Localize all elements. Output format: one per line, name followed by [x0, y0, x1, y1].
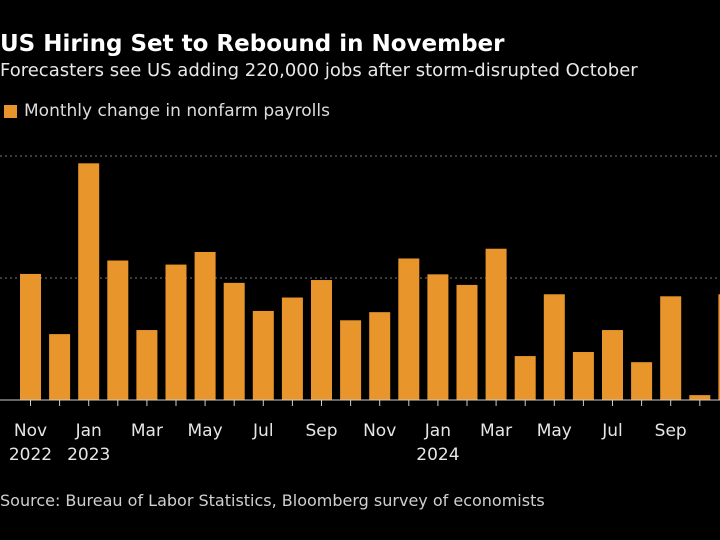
bar	[20, 273, 41, 400]
bar	[252, 310, 274, 400]
bar	[340, 320, 362, 400]
bar	[136, 330, 158, 400]
bar	[281, 297, 303, 400]
x-tick-label: Mar	[131, 421, 163, 441]
x-tick-label: Sep	[305, 421, 337, 441]
x-tick-label: May	[188, 421, 223, 441]
bar	[718, 294, 720, 400]
x-tick-label: Jan	[75, 421, 102, 441]
source-note: Source: Bureau of Labor Statistics, Bloo…	[0, 491, 545, 510]
bar	[631, 362, 653, 400]
chart-title: US Hiring Set to Rebound in November	[0, 31, 505, 57]
bar	[107, 260, 129, 400]
x-tick-label: Jul	[252, 421, 274, 441]
legend-label: Monthly change in nonfarm payrolls	[24, 101, 330, 121]
chart-subtitle: Forecasters see US adding 220,000 jobs a…	[0, 60, 638, 81]
bar	[660, 296, 682, 400]
bar	[165, 264, 187, 400]
x-tick-label: Nov	[363, 421, 396, 441]
bar	[311, 280, 332, 400]
bar	[49, 334, 71, 400]
bar	[398, 258, 420, 400]
x-tick-label-year: 2022	[9, 445, 52, 465]
x-tick-label-year: 2023	[67, 445, 110, 465]
x-tick-label: Jul	[601, 421, 623, 441]
bar-chart: Nov 2022 Jan 2023 Mar May Jul Sep Nov Jan 2024 Mar M…	[0, 155, 720, 465]
x-tick-label: Mar	[480, 421, 512, 441]
bar	[223, 282, 245, 400]
bar	[427, 274, 449, 400]
x-tick-label: Jan	[424, 421, 451, 441]
x-tick-label: Sep	[655, 421, 687, 441]
bar	[514, 356, 536, 400]
bar	[194, 251, 216, 400]
legend-swatch	[4, 104, 17, 118]
bar	[485, 248, 507, 400]
chart-legend: Monthly change in nonfarm payrolls	[0, 99, 330, 123]
bar	[369, 312, 391, 400]
x-tick-label: Nov	[14, 421, 47, 441]
bar	[456, 284, 478, 400]
x-tick-label-year: 2024	[416, 445, 459, 465]
x-tick-label: May	[537, 421, 572, 441]
bar	[602, 330, 623, 400]
bar	[78, 163, 100, 400]
bar	[572, 352, 594, 400]
bar	[543, 294, 565, 400]
bar	[689, 395, 711, 400]
